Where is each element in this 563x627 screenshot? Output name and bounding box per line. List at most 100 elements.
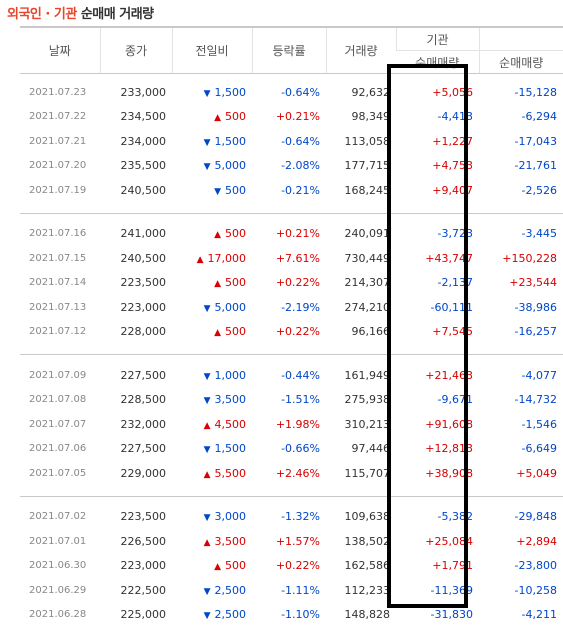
triangle-down-icon: ▼	[204, 396, 211, 406]
cell-volume: 109,638	[326, 505, 396, 530]
cell-change: ▲5,500	[172, 461, 252, 486]
cell-volume: 92,632	[326, 80, 396, 105]
cell-rate: -2.19%	[252, 295, 326, 320]
cell-date: 2021.07.09	[20, 363, 100, 388]
cell-foreign-net: -3,445	[479, 222, 563, 247]
header-foreign-group	[479, 27, 563, 51]
cell-volume: 240,091	[326, 222, 396, 247]
cell-change: ▼1,500	[172, 80, 252, 105]
cell-change-value: 1,500	[215, 135, 247, 148]
cell-change-value: 3,500	[215, 393, 247, 406]
cell-date: 2021.07.12	[20, 320, 100, 345]
cell-date: 2021.07.22	[20, 105, 100, 130]
cell-volume: 112,233	[326, 578, 396, 603]
cell-foreign-net: -16,257	[479, 320, 563, 345]
cell-close: 227,500	[100, 363, 172, 388]
cell-date: 2021.07.21	[20, 129, 100, 154]
cell-date: 2021.07.14	[20, 271, 100, 296]
cell-change: ▼ 2,500	[172, 578, 252, 603]
cell-close: 226,500	[100, 529, 172, 554]
header-change: 전일비	[172, 27, 252, 74]
cell-change: ▲500	[172, 222, 252, 247]
cell-volume: 97,446	[326, 437, 396, 462]
header-date: 날짜	[20, 27, 100, 74]
cell-volume: 162,586	[326, 554, 396, 579]
cell-volume: 310,213	[326, 412, 396, 437]
cell-change: ▼ 3,500	[172, 388, 252, 413]
cell-date: 2021.06.29	[20, 578, 100, 603]
cell-rate: +0.22%	[252, 271, 326, 296]
cell-foreign-net: -29,848	[479, 505, 563, 530]
section-title-rest: 순매매 거래량	[77, 7, 154, 22]
cell-change-value: 2,500	[215, 584, 247, 597]
cell-foreign-net: +5,049	[479, 461, 563, 486]
triangle-down-icon: ▼	[204, 304, 211, 314]
cell-close: 223,000	[100, 295, 172, 320]
cell-volume: 161,949	[326, 363, 396, 388]
cell-change-value: 4,500	[215, 418, 247, 431]
triangle-up-icon: ▲	[214, 279, 221, 289]
triangle-up-icon: ▲	[214, 328, 221, 338]
cell-date: 2021.07.02	[20, 505, 100, 530]
cell-date: 2021.07.15	[20, 246, 100, 271]
cell-change: ▲ 500	[172, 320, 252, 345]
cell-volume: 148,828	[326, 603, 396, 627]
cell-change: ▲500	[172, 105, 252, 130]
cell-date: 2021.07.16	[20, 222, 100, 247]
cell-change-value: 3,000	[215, 510, 247, 523]
cell-foreign-net: -17,043	[479, 129, 563, 154]
cell-rate: -0.66%	[252, 437, 326, 462]
cell-rate: +0.22%	[252, 554, 326, 579]
section-title-accent: 외국인 · 기관	[7, 7, 77, 22]
cell-change: ▼1,500	[172, 129, 252, 154]
cell-foreign-net: -1,546	[479, 412, 563, 437]
institution-column-highlight-box	[387, 64, 468, 608]
triangle-up-icon: ▲	[214, 230, 221, 240]
triangle-down-icon: ▼	[204, 587, 211, 597]
cell-close: 223,000	[100, 554, 172, 579]
cell-change-value: 500	[225, 110, 246, 123]
cell-rate: +0.21%	[252, 222, 326, 247]
triangle-down-icon: ▼	[204, 162, 211, 172]
cell-change-value: 17,000	[208, 252, 247, 265]
cell-date: 2021.07.06	[20, 437, 100, 462]
triangle-down-icon: ▼	[204, 445, 211, 455]
trading-table: 날짜 종가 전일비 등락률 거래량 기관 순매매량 순매매량 2021.07.2…	[20, 26, 563, 627]
cell-date: 2021.07.08	[20, 388, 100, 413]
cell-rate: +1.98%	[252, 412, 326, 437]
cell-change: ▲4,500	[172, 412, 252, 437]
triangle-up-icon: ▲	[204, 538, 211, 548]
cell-date: 2021.07.20	[20, 154, 100, 179]
cell-close: 240,500	[100, 178, 172, 203]
triangle-down-icon: ▼	[204, 611, 211, 621]
cell-rate: -2.08%	[252, 154, 326, 179]
triangle-down-icon: ▼	[204, 513, 211, 523]
header-institution: 기관	[396, 27, 479, 51]
cell-volume: 168,245	[326, 178, 396, 203]
cell-volume: 98,349	[326, 105, 396, 130]
cell-change: ▲500	[172, 554, 252, 579]
cell-close: 241,000	[100, 222, 172, 247]
cell-change-value: 500	[225, 276, 246, 289]
cell-change-value: 500	[225, 325, 246, 338]
cell-close: 234,500	[100, 105, 172, 130]
cell-change-value: 500	[225, 559, 246, 572]
cell-foreign-net: -10,258	[479, 578, 563, 603]
cell-change-value: 1,000	[215, 369, 247, 382]
cell-foreign-net: -15,128	[479, 80, 563, 105]
cell-rate: -0.21%	[252, 178, 326, 203]
cell-change-value: 1,500	[215, 442, 247, 455]
cell-date: 2021.06.30	[20, 554, 100, 579]
cell-foreign-net: -6,294	[479, 105, 563, 130]
cell-rate: +0.22%	[252, 320, 326, 345]
group-divider	[20, 344, 563, 355]
cell-volume: 214,307	[326, 271, 396, 296]
cell-rate: -1.32%	[252, 505, 326, 530]
